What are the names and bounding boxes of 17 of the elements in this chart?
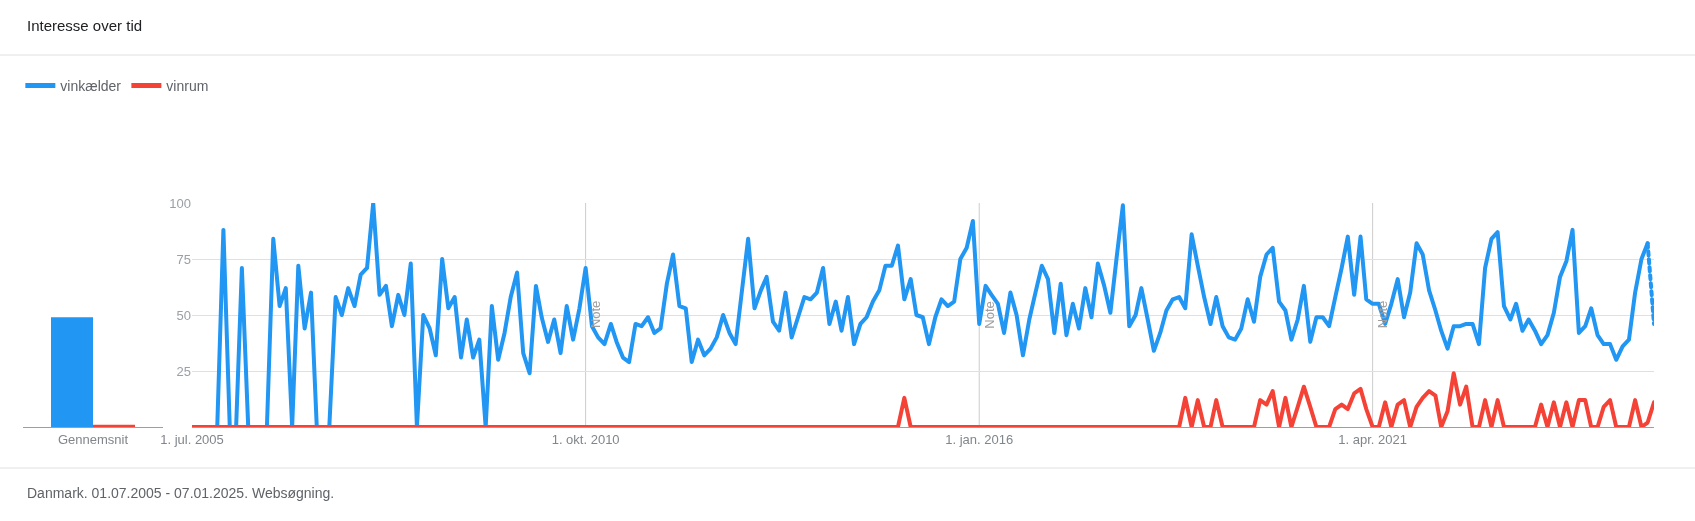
text: Danmark. 01.07.2005 - 07.01.2025. Websøgning. xyxy=(27,485,335,501)
ref-line-label: Note xyxy=(588,300,604,329)
x-tick-label: 1. apr. 2021 xyxy=(1338,431,1407,447)
x-tick-label: Gennemsnit xyxy=(57,431,129,447)
ref-line-label: Note xyxy=(981,301,997,329)
x-tick-label: 1. jan. 2016 xyxy=(945,431,1014,447)
y-tick-label: 100 xyxy=(169,195,191,211)
y-tick-label: 25 xyxy=(176,363,191,379)
line-series xyxy=(192,371,1654,427)
chart-title: Interesse over tid xyxy=(27,17,143,34)
y-tick-label: 50 xyxy=(176,307,191,323)
legend-label: vinkælder xyxy=(60,78,122,95)
x-tick-label: 1. jul. 2005 xyxy=(160,431,224,447)
x-tick-label: 1. okt. 2010 xyxy=(551,431,620,447)
y-tick-label: 75 xyxy=(176,251,191,267)
legend-label: vinrum xyxy=(166,78,209,95)
ref-line-label: Note xyxy=(1375,300,1391,329)
